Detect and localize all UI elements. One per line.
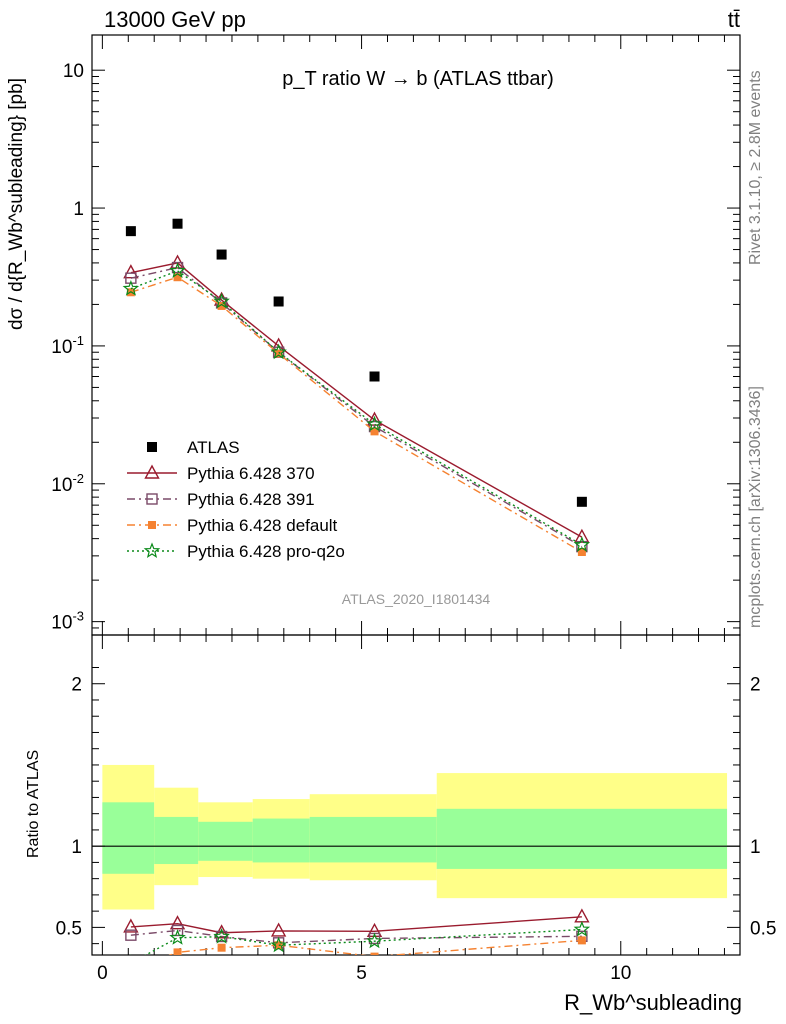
legend-label-atlas: ATLAS (187, 438, 240, 457)
point-pythia-6-428-pro-q2o (213, 292, 230, 309)
main-plot-area: 10-3 10-2 10-1 1 10 (51, 34, 741, 636)
point-pythia-6-428-default (274, 349, 283, 358)
ratio-line-pythia-6-428-default (168, 939, 582, 955)
point-atlas (172, 218, 183, 229)
ratio-point-pythia-6-428-370 (366, 922, 383, 937)
x-tick-label: 0 (97, 963, 108, 984)
ratio-point-pythia-6-428-default (173, 948, 182, 955)
legend: ATLAS Pythia 6.428 370 Pythia 6.428 391 Pyt… (127, 438, 345, 561)
point-pythia-6-428-default (173, 273, 182, 282)
ratio-series (123, 908, 591, 974)
ratio-y-tick-label-right: 0.5 (750, 918, 776, 939)
ratio-line-pythia-6-428-370 (130, 916, 582, 934)
point-pythia-6-428-default (370, 427, 379, 436)
ratio-point-pythia-6-428-pro-q2o (366, 932, 383, 949)
point-pythia-6-428-pro-q2o (122, 280, 140, 296)
side-rivet: Rivet 3.1.10, ≥ 2.8M events (747, 70, 764, 265)
ratio-y-tick-label: 1 (71, 837, 82, 858)
ratio-plot-area: 0 5 10 0.5 0.5 1 1 2 2 (56, 634, 776, 984)
point-pythia-6-428-pro-q2o (573, 536, 591, 552)
ratio-point-pythia-6-428-391 (125, 929, 137, 941)
ratio-point-pythia-6-428-default (217, 943, 226, 952)
band-inner-2 (198, 821, 253, 861)
x-tick-label: 5 (356, 963, 367, 984)
band-inner-4 (309, 816, 437, 863)
series-line-pythia-6-428-391 (130, 266, 583, 548)
series-line-pythia-6-428-370 (130, 262, 583, 538)
legend-marker-pythia-6-428-default (148, 521, 156, 529)
point-pythia-6-428-pro-q2o (169, 262, 186, 278)
x-tick-label: 10 (610, 963, 631, 984)
series-line-pythia-6-428-pro-q2o (130, 270, 583, 546)
legend-marker-pythia-6-428-370 (144, 464, 160, 479)
y-tick-label: 10-1 (51, 333, 84, 358)
legend-marker-pythia-6-428-pro-q2o (143, 542, 161, 559)
ratio-frame (91, 634, 741, 956)
ratio-point-pythia-6-428-default (577, 936, 586, 945)
ratio-point-pythia-6-428-default (127, 966, 135, 974)
ratio-point-pythia-6-428-391 (171, 924, 184, 937)
ratio-point-pythia-6-428-pro-q2o (130, 954, 132, 955)
side-mcplots: mcplots.cern.ch [arXiv:1306.3436] (747, 386, 764, 628)
legend-marker-atlas (147, 442, 157, 452)
ratio-point-pythia-6-428-370 (574, 908, 590, 923)
ratio-y-tick-label-right: 2 (750, 675, 761, 696)
legend-label-pythia-6-428-391: Pythia 6.428 391 (187, 490, 315, 509)
point-pythia-6-428-370 (574, 528, 590, 543)
y-tick-label: 10-2 (51, 471, 84, 496)
ratio-line-pythia-6-428-pro-q2o (144, 928, 582, 955)
header-left: 13000 GeV pp (104, 7, 246, 32)
y-tick-label: 10 (63, 61, 84, 82)
legend-label-pythia-6-428-370: Pythia 6.428 370 (187, 464, 315, 483)
band-inner-0 (102, 802, 155, 874)
point-atlas (273, 296, 284, 307)
ratio-point-pythia-6-428-pro-q2o (169, 929, 186, 945)
ratio-y-tick-label-right: 1 (750, 837, 761, 858)
main-title: p_T ratio W → b (ATLAS ttbar) (282, 68, 554, 90)
legend-label-pythia-6-428-pro-q2o: Pythia 6.428 pro-q2o (187, 542, 345, 561)
point-pythia-6-428-default (577, 547, 586, 556)
ratio-point-pythia-6-428-370 (270, 922, 287, 937)
band-inner-5 (436, 808, 728, 869)
ratio-line-pythia-6-428-391 (130, 929, 582, 944)
point-pythia-6-428-pro-q2o (366, 415, 383, 432)
ratio-point-pythia-6-428-pro-q2o (270, 936, 287, 953)
point-atlas (216, 249, 227, 260)
point-pythia-6-428-pro-q2o (270, 343, 287, 360)
legend-label-pythia-6-428-default: Pythia 6.428 default (187, 516, 338, 535)
header-right: tt̄ (728, 7, 740, 32)
ratio-point-pythia-6-428-pro-q2o (213, 927, 230, 944)
ratio-y-tick-label: 0.5 (56, 918, 82, 939)
y-tick-label: 10-3 (51, 609, 84, 634)
point-atlas (369, 371, 380, 382)
point-pythia-6-428-default (217, 301, 226, 310)
band-inner-1 (154, 816, 199, 865)
ratio-bands (92, 764, 740, 910)
main-y-label: dσ / d{R_Wb^subleading} [pb] (6, 78, 27, 330)
watermark: ATLAS_2020_I1801434 (342, 591, 491, 607)
series-line-pythia-6-428-default (130, 276, 583, 553)
ratio-y-label: Ratio to ATLAS (25, 750, 42, 858)
legend-marker-pythia-6-428-391 (146, 493, 158, 505)
x-axis-label: R_Wb^subleading (564, 990, 742, 1015)
band-inner-3 (252, 818, 310, 863)
ratio-point-pythia-6-428-pro-q2o (573, 920, 591, 937)
point-atlas (125, 226, 136, 237)
ratio-y-tick-label: 2 (71, 675, 82, 696)
ratio-point-pythia-6-428-default (370, 952, 379, 955)
ratio-point-pythia-6-428-370 (123, 918, 139, 933)
ratio-point-pythia-6-428-default (274, 941, 283, 950)
point-atlas (576, 496, 587, 507)
ratio-point-pythia-6-428-370 (169, 915, 186, 930)
y-tick-label: 1 (73, 199, 84, 220)
